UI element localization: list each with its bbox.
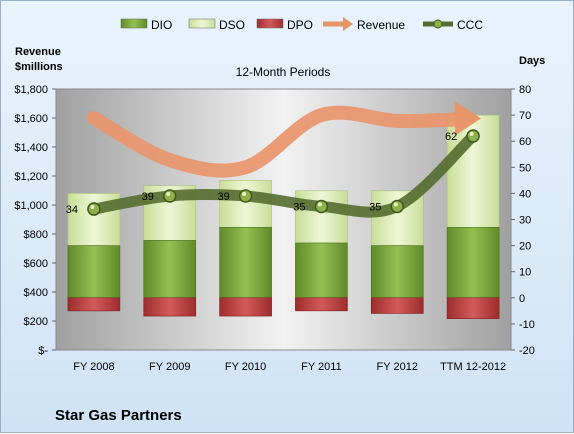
ccc-point-highlight	[469, 131, 474, 136]
right-tick-label: -10	[519, 319, 535, 331]
revenue-arrowhead	[455, 101, 482, 136]
legend-swatch-dso	[188, 18, 216, 29]
bar-dio	[219, 227, 272, 299]
ccc-point-highlight	[393, 202, 398, 207]
ccc-point-highlight	[242, 192, 247, 197]
legend-swatch-dpo	[256, 18, 284, 29]
right-tick-label: -20	[519, 345, 535, 357]
left-axis-label-line2: $millions	[15, 61, 63, 73]
bar-dpo	[67, 297, 121, 312]
right-tick-label: 70	[519, 110, 531, 122]
left-axis-label-line1: Revenue	[15, 46, 61, 58]
ccc-data-label: 39	[217, 191, 229, 203]
left-tick-label: $1,200	[14, 171, 48, 183]
bar-dio	[143, 240, 197, 299]
right-tick-label: 30	[519, 215, 531, 227]
bar-dso	[295, 190, 348, 244]
ccc-point	[390, 199, 404, 214]
bar-dio	[67, 245, 121, 299]
bar-dpo	[370, 297, 424, 314]
bar-dpo	[143, 297, 197, 317]
ccc-data-label: 35	[369, 201, 381, 213]
x-tick-label: FY 2009	[149, 361, 190, 373]
ccc-point-highlight	[90, 205, 95, 210]
left-tick-label: $400	[24, 287, 48, 299]
right-tick-label: 40	[519, 188, 531, 200]
left-tick-label: $800	[24, 229, 48, 241]
ccc-point-highlight	[166, 192, 171, 197]
legend-label-dio: DIO	[151, 18, 172, 32]
right-tick-label: 0	[519, 293, 525, 305]
x-tick-label: TTM 12-2012	[440, 361, 506, 373]
x-tick-label: FY 2011	[301, 361, 342, 373]
ccc-point	[238, 189, 253, 203]
right-tick-label: 10	[519, 267, 531, 279]
bar-dio	[295, 242, 348, 299]
legend-label-dpo: DPO	[287, 18, 313, 32]
left-tick-label: $1,800	[14, 84, 48, 96]
ccc-data-label: 35	[293, 201, 305, 213]
chart-title: 12-Month Periods	[236, 65, 331, 79]
bar-dso	[219, 180, 272, 228]
plot-area	[55, 88, 512, 351]
x-tick-label: FY 2010	[225, 361, 266, 373]
x-tick-label: FY 2008	[73, 361, 114, 373]
right-tick-label: 80	[519, 84, 531, 96]
ccc-data-label: 62	[445, 131, 457, 143]
ccc-point	[314, 199, 329, 214]
left-tick-label: $1,600	[14, 113, 48, 125]
left-tick-label: $200	[24, 316, 48, 328]
right-tick-label: 20	[519, 241, 531, 253]
right-tick-label: 50	[519, 162, 531, 174]
company-name: Star Gas Partners	[55, 407, 182, 424]
left-tick-label: $1,400	[14, 142, 48, 154]
right-tick-label: 60	[519, 136, 531, 148]
legend-label-ccc: CCC	[457, 18, 483, 32]
right-axis-label: Days	[519, 55, 545, 67]
left-tick-label: $600	[24, 258, 48, 270]
ccc-data-label: 34	[66, 204, 78, 216]
legend-label-dso: DSO	[219, 18, 245, 32]
bar-dpo	[295, 297, 348, 312]
legend-swatch-dio	[120, 18, 148, 29]
bar-dio	[446, 227, 500, 299]
ccc-data-label: 39	[142, 191, 154, 203]
left-tick-label: $1,000	[14, 200, 48, 212]
left-tick-label: $-	[38, 345, 48, 357]
ccc-point	[87, 202, 101, 216]
legend-marker-ccc	[433, 19, 443, 29]
ccc-point	[466, 129, 480, 143]
legend-label-revenue: Revenue	[357, 18, 405, 32]
bar-dio	[370, 245, 424, 299]
bar-dpo	[446, 297, 500, 319]
bar-dpo	[219, 297, 272, 317]
x-tick-label: FY 2012	[377, 361, 418, 373]
revenue-line	[86, 105, 467, 178]
legend-arrowhead-revenue	[343, 17, 353, 31]
ccc-point-highlight	[317, 202, 322, 207]
ccc-point	[163, 189, 177, 203]
